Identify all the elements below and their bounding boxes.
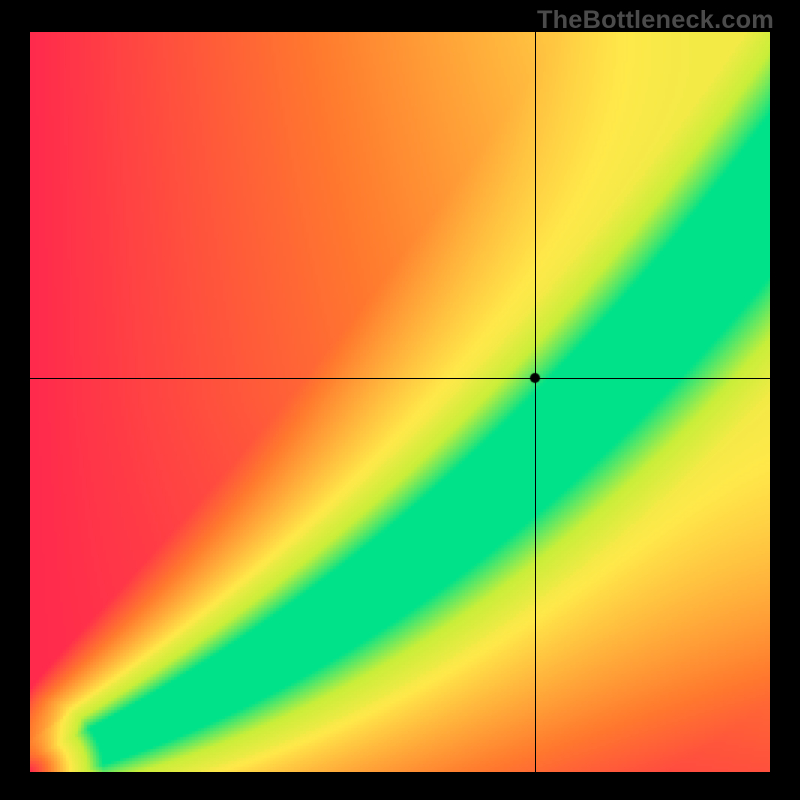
crosshair-dot (529, 372, 541, 384)
watermark-text: TheBottleneck.com (537, 6, 774, 35)
bottleneck-heatmap (30, 32, 770, 772)
